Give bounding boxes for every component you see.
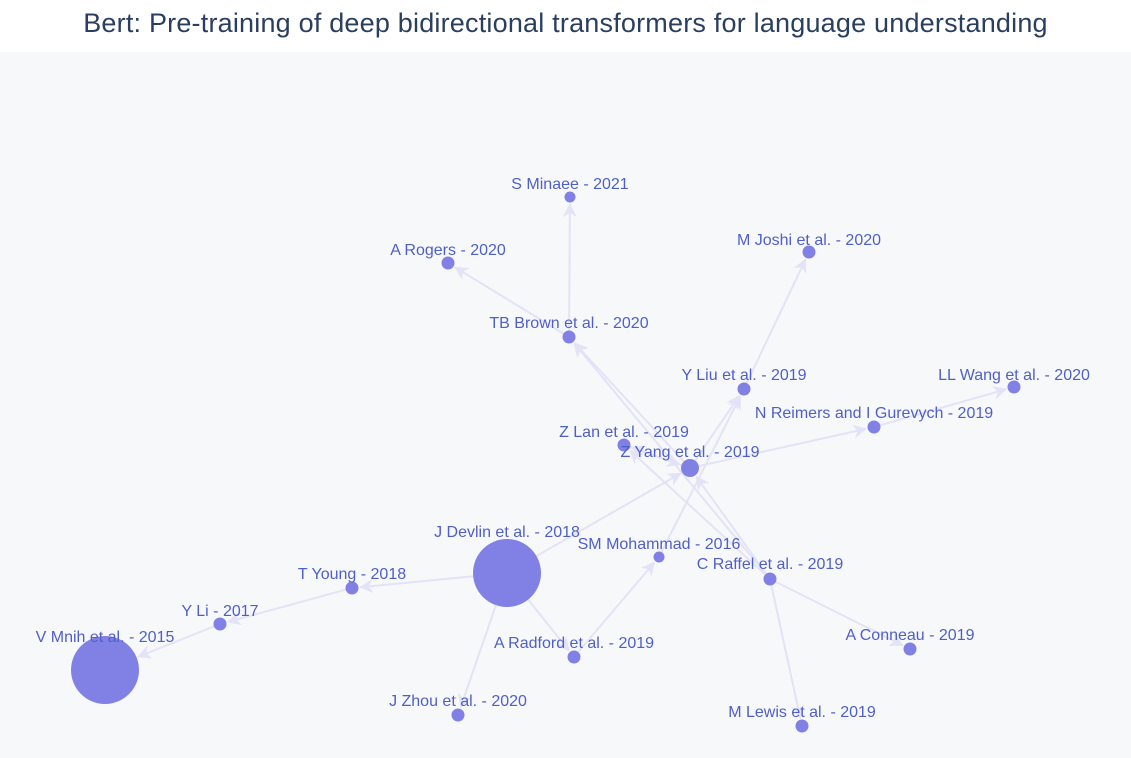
edge-yang-brown	[573, 342, 685, 463]
node-label-devlin: J Devlin et al. - 2018	[434, 524, 580, 541]
edge-mohammad-liu	[660, 395, 742, 553]
node-devlin[interactable]	[473, 539, 541, 607]
node-raffel[interactable]	[763, 572, 777, 586]
edge-lan-yang	[629, 446, 681, 467]
edge-yang-reimers	[698, 424, 868, 468]
label-layer: J Devlin et al. - 2018 V Mnih et al. - 20…	[36, 176, 1090, 721]
edge-raffel-yang	[695, 475, 768, 575]
page-title: Bert: Pre-training of deep bidirectional…	[83, 8, 1048, 38]
node-lewis[interactable]	[795, 719, 809, 733]
edge-yang-liu	[694, 394, 741, 462]
edge-brown-rogers	[454, 266, 564, 335]
node-label-zhou: J Zhou et al. - 2020	[389, 693, 527, 710]
node-label-brown: TB Brown et al. - 2020	[489, 315, 648, 332]
node-label-mohammad: SM Mohammad - 2016	[578, 536, 741, 553]
node-label-yang: Z Yang et al. - 2019	[620, 444, 759, 461]
node-label-lan: Z Lan et al. - 2019	[559, 424, 689, 441]
edge-li-mnih	[137, 625, 215, 659]
node-lan[interactable]	[617, 438, 631, 452]
node-label-mnih: V Mnih et al. - 2015	[36, 629, 175, 646]
edge-radford-mohammad	[577, 561, 656, 653]
edge-devlin-radford	[527, 598, 570, 652]
node-mnih[interactable]	[71, 636, 139, 704]
edge-reimers-wang	[879, 386, 1008, 427]
edge-liu-joshi	[745, 258, 807, 384]
edge-young-li	[226, 588, 346, 626]
edge-raffel-lewis	[770, 585, 805, 720]
edge-devlin-young	[359, 575, 474, 593]
node-zhou[interactable]	[451, 708, 465, 722]
node-label-radford: A Radford et al. - 2019	[494, 635, 654, 652]
node-rogers[interactable]	[441, 256, 455, 270]
node-liu[interactable]	[737, 382, 751, 396]
edge-raffel-lan	[629, 449, 766, 576]
node-label-liu: Y Liu et al. - 2019	[681, 367, 806, 384]
node-young[interactable]	[345, 581, 359, 595]
edge-brown-minaee	[562, 203, 577, 331]
edge-devlin-yang	[535, 472, 682, 557]
node-mohammad[interactable]	[653, 551, 665, 563]
node-label-young: T Young - 2018	[298, 566, 406, 583]
node-brown[interactable]	[562, 330, 576, 344]
node-joshi[interactable]	[802, 245, 816, 259]
edge-layer	[137, 203, 1008, 720]
node-reimers[interactable]	[867, 420, 881, 434]
plot-area: J Devlin et al. - 2018 V Mnih et al. - 20…	[0, 52, 1131, 758]
node-yang[interactable]	[681, 459, 699, 477]
node-wang[interactable]	[1007, 380, 1021, 394]
node-label-minaee: S Minaee - 2021	[511, 176, 629, 193]
node-label-li: Y Li - 2017	[181, 603, 258, 620]
node-label-lewis: M Lewis et al. - 2019	[728, 704, 876, 721]
edge-raffel-conneau	[775, 581, 904, 647]
node-label-joshi: M Joshi et al. - 2020	[737, 232, 881, 249]
citation-graph[interactable]: J Devlin et al. - 2018 V Mnih et al. - 20…	[0, 52, 1131, 758]
node-minaee[interactable]	[564, 191, 576, 203]
node-label-reimers: N Reimers and I Gurevych - 2019	[755, 405, 993, 422]
node-label-rogers: A Rogers - 2020	[390, 242, 506, 259]
node-label-wang: LL Wang et al. - 2020	[938, 367, 1090, 384]
node-conneau[interactable]	[903, 642, 917, 656]
edge-devlin-zhou	[458, 604, 497, 709]
node-label-conneau: A Conneau - 2019	[846, 627, 975, 644]
node-li[interactable]	[213, 617, 227, 631]
node-radford[interactable]	[567, 650, 581, 664]
node-label-raffel: C Raffel et al. - 2019	[697, 556, 844, 573]
node-layer	[71, 191, 1021, 733]
